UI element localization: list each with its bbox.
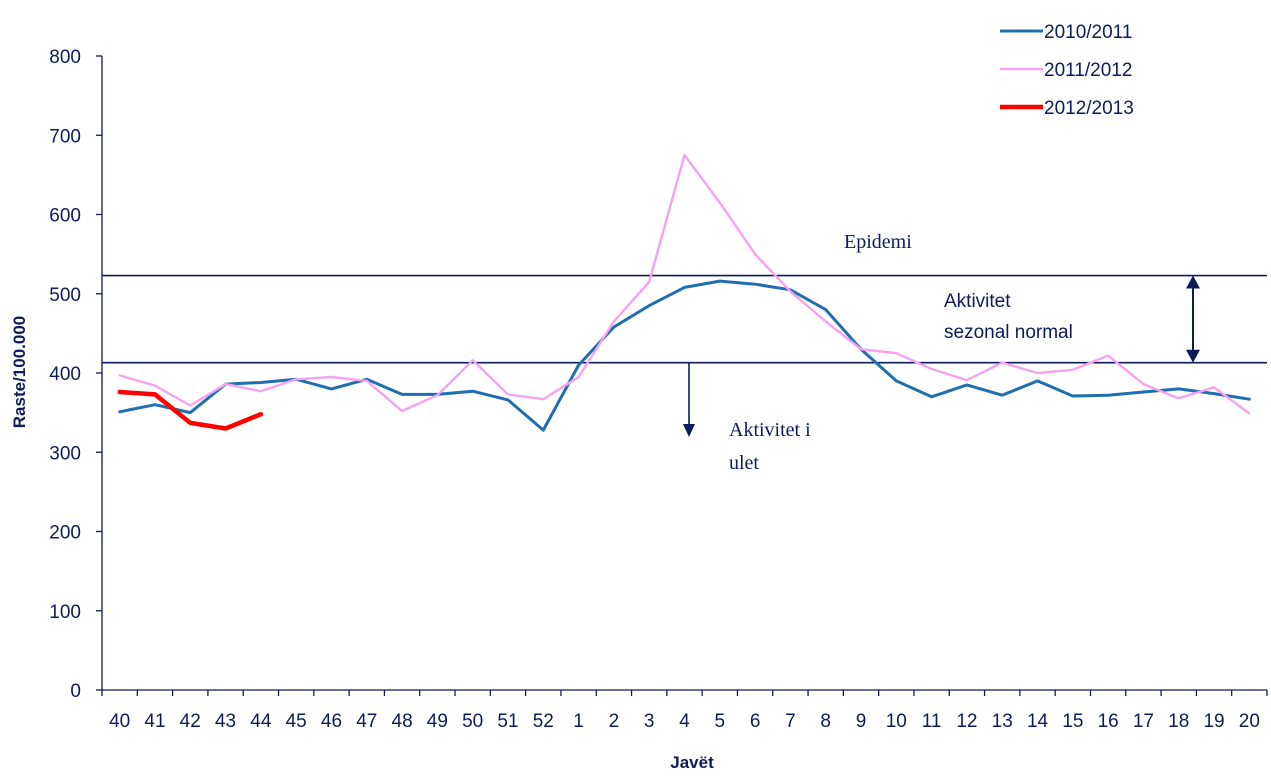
series-line-1 (118, 279, 1251, 432)
x-tick-label: 46 (321, 711, 342, 732)
x-tick-label: 14 (1027, 711, 1049, 732)
x-tick-label: 51 (497, 711, 518, 732)
y-tick-label: 700 (49, 126, 81, 147)
annotations: Epidemi Aktivitet sezonal normal Aktivit… (683, 231, 1200, 474)
x-tick-label: 8 (820, 711, 831, 732)
x-tick-label: 50 (462, 711, 483, 732)
x-tick-label: 13 (992, 711, 1013, 732)
x-tick-label: 4 (679, 711, 690, 732)
x-tick-label: 43 (215, 711, 236, 732)
y-tick-label: 300 (49, 443, 81, 464)
y-tick-label: 200 (49, 523, 81, 544)
legend-label-3: 2012/2013 (1044, 98, 1134, 119)
legend: 2010/2011 2011/2012 2012/2013 (1000, 22, 1134, 119)
y-tick-label: 0 (70, 681, 81, 702)
x-tick-label: 42 (180, 711, 201, 732)
x-tick-label: 47 (356, 711, 377, 732)
seasonal-activity-label-line2: sezonal normal (944, 322, 1073, 343)
legend-label-1: 2010/2011 (1044, 22, 1132, 43)
x-tick-label: 52 (533, 711, 554, 732)
seasonal-activity-label-line1: Aktivitet (944, 291, 1011, 312)
seasonal-range-arrowhead-up (1186, 275, 1200, 289)
x-tick-label: 19 (1203, 711, 1224, 732)
low-activity-label-line1: Aktivitet i (729, 419, 811, 441)
y-tick-label: 400 (49, 364, 81, 385)
x-tick-label: 9 (856, 711, 867, 732)
legend-label-2: 2011/2012 (1044, 60, 1132, 81)
threshold-lines (102, 274, 1267, 364)
x-tick-label: 17 (1133, 711, 1154, 732)
y-tick-label: 600 (49, 206, 81, 227)
x-axis-title: Javët (670, 753, 714, 772)
x-tick-label: 18 (1168, 711, 1189, 732)
x-tick-label: 20 (1239, 711, 1260, 732)
x-tick-label: 2 (609, 711, 620, 732)
y-tick-label: 100 (49, 602, 81, 623)
seasonal-range-arrowhead-down (1186, 349, 1200, 363)
epidemic-label: Epidemi (844, 231, 912, 253)
low-activity-arrowhead (683, 424, 695, 437)
x-tick-label: 5 (715, 711, 726, 732)
x-tick-label: 6 (750, 711, 761, 732)
x-tick-label: 48 (392, 711, 413, 732)
x-tick-label: 41 (144, 711, 165, 732)
x-tick-label: 15 (1062, 711, 1083, 732)
series-line-3 (117, 389, 264, 431)
x-tick-label: 44 (250, 711, 272, 732)
series-lines (117, 153, 1251, 432)
x-tick-label: 7 (785, 711, 796, 732)
y-tick-label: 500 (49, 285, 81, 306)
x-tick-label: 40 (109, 711, 130, 732)
y-axis-title: Raste/100.000 (10, 316, 29, 428)
x-tick-label: 12 (956, 711, 977, 732)
series-line-2 (118, 153, 1251, 415)
x-tick-label: 10 (886, 711, 907, 732)
x-tick-label: 49 (427, 711, 448, 732)
x-tick-label: 3 (644, 711, 655, 732)
x-tick-label: 1 (573, 711, 584, 732)
x-tick-label: 45 (286, 711, 307, 732)
y-tick-label: 800 (49, 47, 81, 68)
x-tick-label: 11 (922, 711, 942, 732)
x-tick-label: 16 (1098, 711, 1119, 732)
low-activity-label-line2: ulet (729, 452, 759, 474)
